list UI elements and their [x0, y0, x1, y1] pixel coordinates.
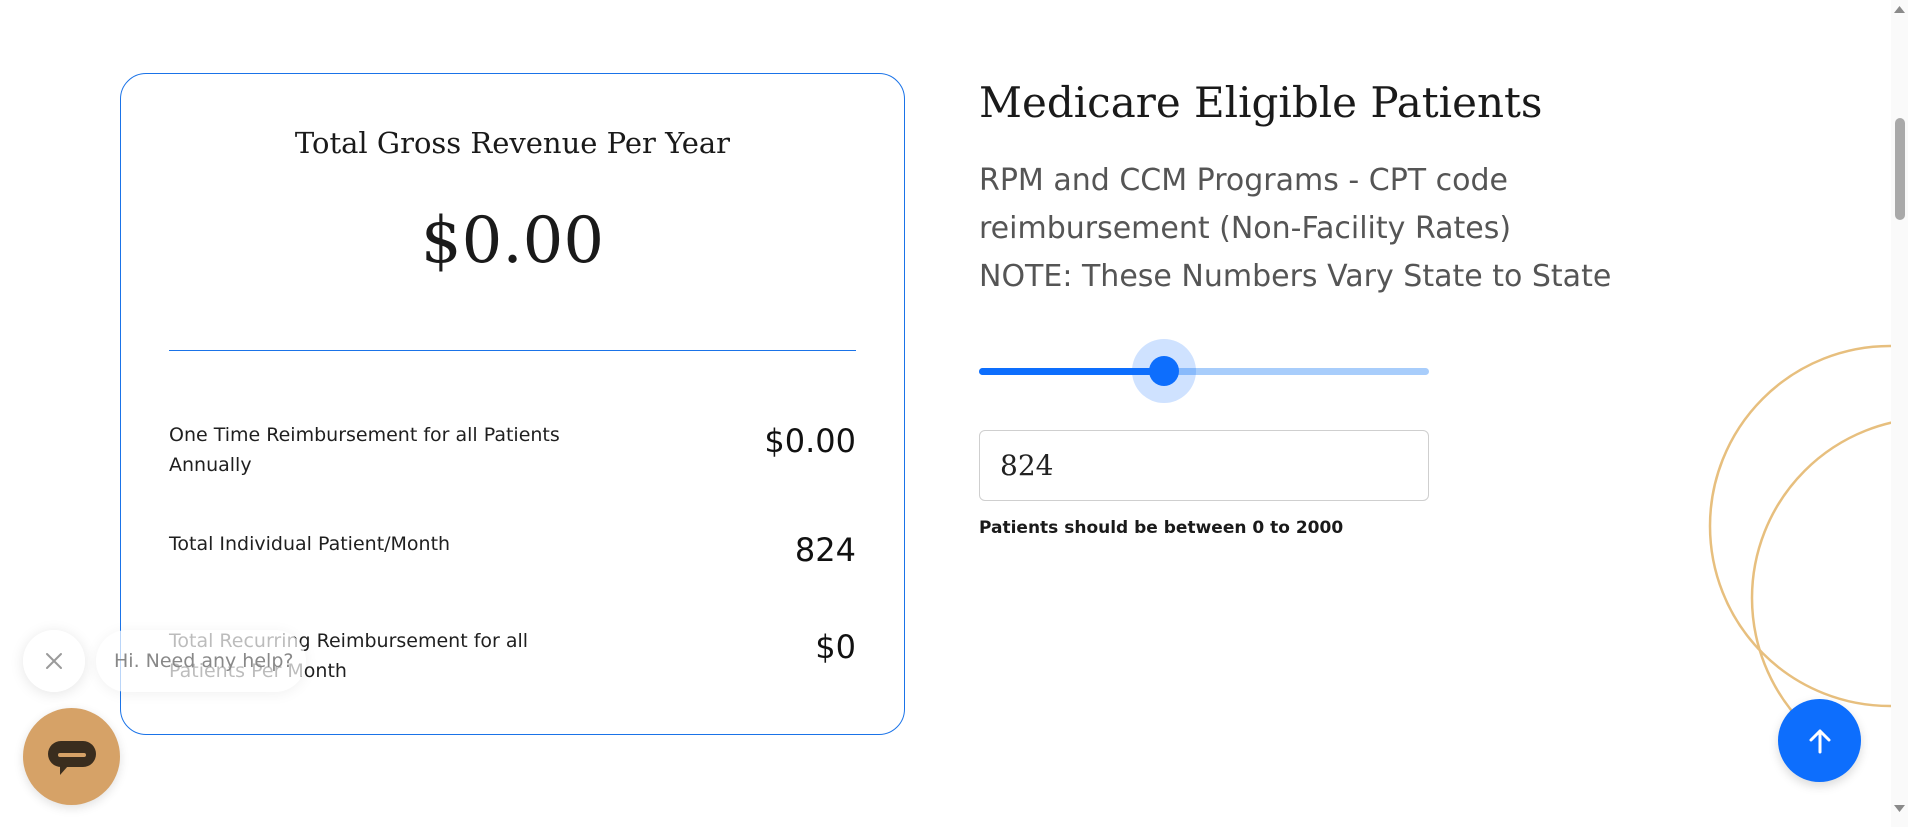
section-heading: Medicare Eligible Patients — [979, 78, 1543, 127]
decorative-rings — [1708, 344, 1891, 730]
close-icon — [46, 653, 62, 669]
chat-bubble-icon — [47, 740, 96, 775]
page-scrollbar[interactable] — [1891, 0, 1908, 827]
scroll-up-arrow-icon[interactable] — [1893, 4, 1906, 14]
slider-track[interactable] — [979, 368, 1429, 375]
scroll-down-arrow-icon[interactable] — [1893, 804, 1906, 814]
patients-slider[interactable] — [979, 339, 1429, 403]
card-title: Total Gross Revenue Per Year — [294, 126, 731, 160]
section-description: RPM and CCM Programs - CPT code reimburs… — [979, 157, 1699, 301]
scroll-to-top-button[interactable] — [1778, 699, 1861, 782]
slider-fill — [979, 368, 1165, 375]
summary-row-label: One Time Reimbursement for all Patients … — [169, 424, 560, 476]
summary-row-value: 824 — [794, 531, 856, 569]
description-line: NOTE: These Numbers Vary State to State — [979, 259, 1612, 294]
description-line: reimbursement (Non-Facility Rates) — [979, 211, 1512, 246]
summary-row-label: Total Individual Patient/Month — [169, 533, 451, 555]
summary-row-value: $0.00 — [764, 422, 856, 460]
patients-range-hint: Patients should be between 0 to 2000 — [979, 518, 1344, 538]
chat-greeting-bubble[interactable]: Hi. Need any help? — [96, 630, 306, 692]
card-divider — [169, 350, 856, 351]
slider-thumb[interactable] — [1149, 356, 1180, 386]
patients-count-input[interactable] — [979, 430, 1429, 501]
total-gross-revenue: $0.00 — [420, 204, 605, 278]
arrow-up-icon — [1809, 729, 1830, 753]
revenue-summary-card: Total Gross Revenue Per Year $0.00 One T… — [120, 73, 905, 735]
chat-launcher-button[interactable] — [23, 708, 120, 805]
chat-greeting-text: Hi. Need any help? — [114, 650, 294, 672]
chat-close-button[interactable] — [23, 630, 85, 692]
description-line: RPM and CCM Programs - CPT code — [979, 163, 1508, 198]
scrollbar-thumb[interactable] — [1895, 118, 1905, 220]
summary-row-value: $0 — [815, 628, 856, 666]
